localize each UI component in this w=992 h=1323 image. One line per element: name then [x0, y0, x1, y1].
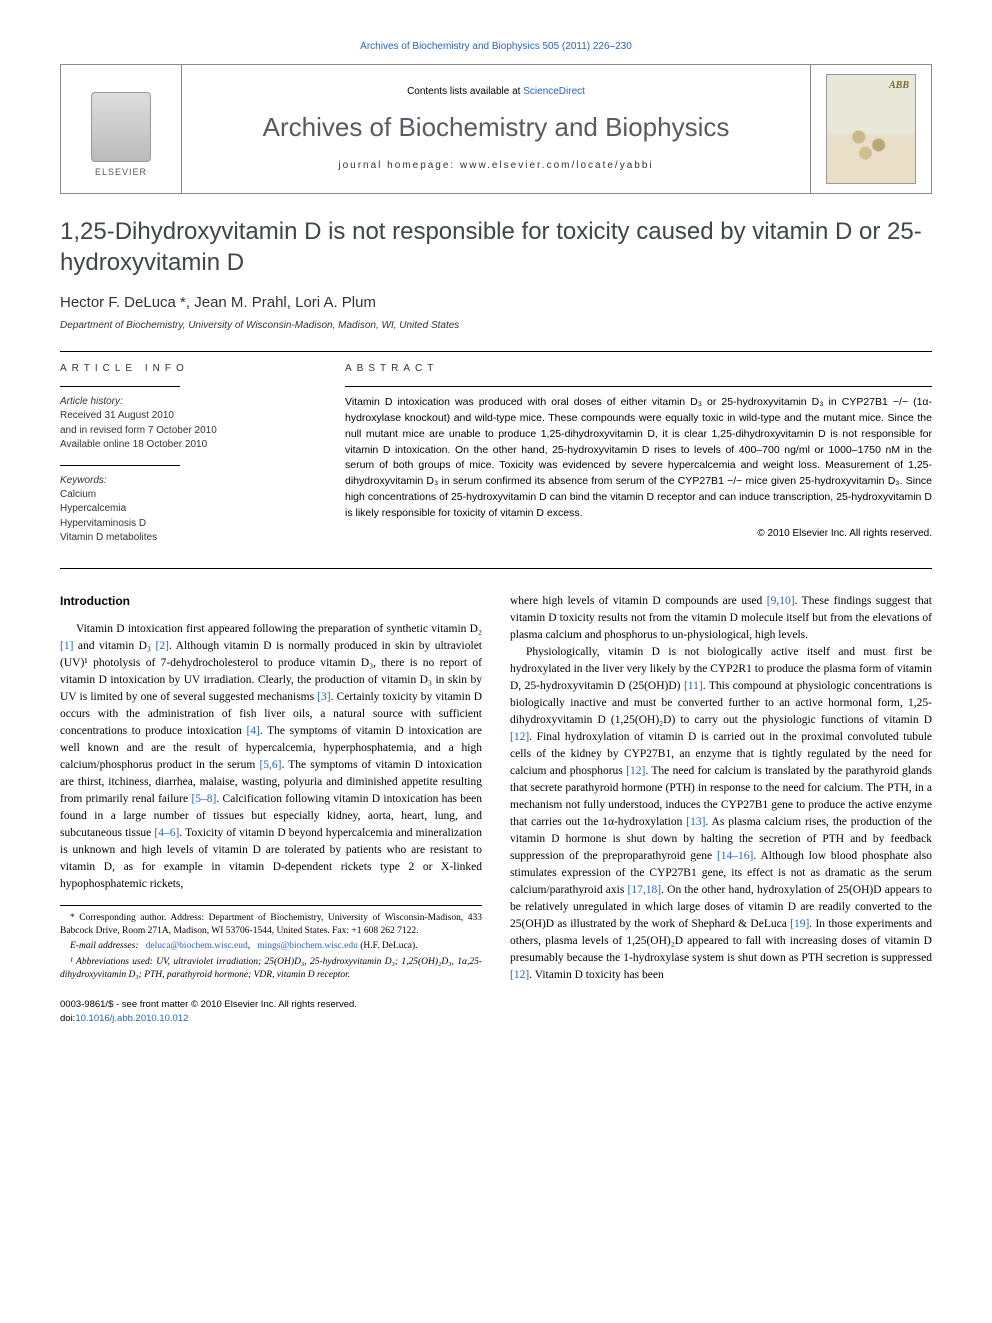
citation-link[interactable]: [5–8] — [191, 793, 216, 805]
publisher-name: ELSEVIER — [95, 166, 147, 179]
citation-link[interactable]: [4] — [246, 725, 259, 737]
doi-link[interactable]: 10.1016/j.abb.2010.10.012 — [75, 1013, 188, 1024]
keyword: Hypercalcemia — [60, 502, 315, 517]
abstract-rule — [345, 386, 932, 387]
history-line: and in revised form 7 October 2010 — [60, 424, 315, 439]
footnote-email: E-mail addresses: deluca@biochem.wisc.eu… — [60, 940, 482, 953]
email-label: E-mail addresses: — [70, 941, 139, 951]
masthead: ELSEVIER Contents lists available at Sci… — [60, 64, 932, 194]
sciencedirect-link[interactable]: ScienceDirect — [523, 86, 585, 97]
rule-bottom — [60, 568, 932, 569]
email-suffix: (H.F. DeLuca). — [360, 941, 417, 951]
footnote-corresponding: * Corresponding author. Address: Departm… — [60, 912, 482, 939]
citation-link[interactable]: [13] — [686, 816, 705, 828]
abstract-column: ABSTRACT Vitamin D intoxication was prod… — [345, 362, 932, 558]
email-link[interactable]: deluca@biochem.wisc.eud — [146, 941, 248, 951]
journal-homepage-line: journal homepage: www.elsevier.com/locat… — [338, 159, 653, 173]
authors: Hector F. DeLuca *, Jean M. Prahl, Lori … — [60, 292, 932, 313]
journal-cover-icon — [826, 74, 916, 184]
citation-link[interactable]: [11] — [684, 680, 703, 692]
citation-link[interactable]: [5,6] — [259, 759, 281, 771]
article-info-heading: ARTICLE INFO — [60, 362, 315, 376]
citation-link[interactable]: [19] — [790, 918, 809, 930]
front-matter-bar: 0003-9861/$ - see front matter © 2010 El… — [60, 998, 932, 1025]
keywords-rule — [60, 465, 180, 466]
history-line: Available online 18 October 2010 — [60, 438, 315, 453]
citation-link[interactable]: [17,18] — [628, 884, 662, 896]
abbrev-text: ¹ Abbreviations used: UV, ultraviolet ir… — [60, 957, 482, 980]
journal-title: Archives of Biochemistry and Biophysics — [263, 109, 730, 145]
keyword: Hypervitaminosis D — [60, 517, 315, 532]
publisher-logo-box: ELSEVIER — [61, 65, 181, 193]
abstract-heading: ABSTRACT — [345, 362, 932, 376]
email-link[interactable]: mings@biochem.wisc.edu — [257, 941, 358, 951]
keyword: Vitamin D metabolites — [60, 531, 315, 546]
citation-link[interactable]: [9,10] — [767, 595, 795, 607]
elsevier-logo: ELSEVIER — [81, 79, 161, 179]
keywords-label: Keywords: — [60, 474, 315, 488]
body-paragraph: where high levels of vitamin D compounds… — [510, 593, 932, 644]
citation-link[interactable]: [4–6] — [154, 827, 179, 839]
footnotes: * Corresponding author. Address: Departm… — [60, 905, 482, 982]
abstract-copyright: © 2010 Elsevier Inc. All rights reserved… — [345, 527, 932, 541]
keyword: Calcium — [60, 488, 315, 503]
citation-link[interactable]: [1] — [60, 640, 73, 652]
contents-lists-line: Contents lists available at ScienceDirec… — [407, 85, 585, 99]
history-line: Received 31 August 2010 — [60, 409, 315, 424]
citation-link[interactable]: [3] — [317, 691, 330, 703]
article-info-column: ARTICLE INFO Article history: Received 3… — [60, 362, 315, 558]
body-paragraph: Physiologically, vitamin D is not biolog… — [510, 644, 932, 984]
front-matter-text: 0003-9861/$ - see front matter © 2010 El… — [60, 998, 932, 1011]
abstract-text: Vitamin D intoxication was produced with… — [345, 395, 932, 521]
citation-link[interactable]: [12] — [510, 731, 529, 743]
footnote-abbrev: ¹ Abbreviations used: UV, ultraviolet ir… — [60, 956, 482, 983]
masthead-center: Contents lists available at ScienceDirec… — [181, 65, 811, 193]
citation-link[interactable]: [14–16] — [717, 850, 753, 862]
affiliation: Department of Biochemistry, University o… — [60, 319, 932, 333]
rule-top — [60, 351, 932, 352]
cover-thumb-box — [811, 65, 931, 193]
citation-link[interactable]: [12] — [626, 765, 645, 777]
body-paragraph: Vitamin D intoxication first appeared fo… — [60, 621, 482, 893]
running-head: Archives of Biochemistry and Biophysics … — [60, 40, 932, 54]
history-label: Article history: — [60, 395, 315, 409]
citation-link[interactable]: [12] — [510, 969, 529, 981]
homepage-url[interactable]: www.elsevier.com/locate/yabbi — [460, 160, 654, 171]
elsevier-tree-icon — [91, 92, 151, 162]
homepage-prefix: journal homepage: — [338, 160, 460, 171]
body-columns: Introduction Vitamin D intoxication firs… — [60, 593, 932, 984]
citation-link[interactable]: [2] — [156, 640, 169, 652]
article-info-rule — [60, 386, 180, 387]
column-right: where high levels of vitamin D compounds… — [510, 593, 932, 984]
column-left: Introduction Vitamin D intoxication firs… — [60, 593, 482, 984]
article-title: 1,25-Dihydroxyvitamin D is not responsib… — [60, 216, 932, 278]
introduction-heading: Introduction — [60, 593, 482, 611]
doi-prefix: doi: — [60, 1013, 75, 1024]
contents-prefix: Contents lists available at — [407, 86, 523, 97]
